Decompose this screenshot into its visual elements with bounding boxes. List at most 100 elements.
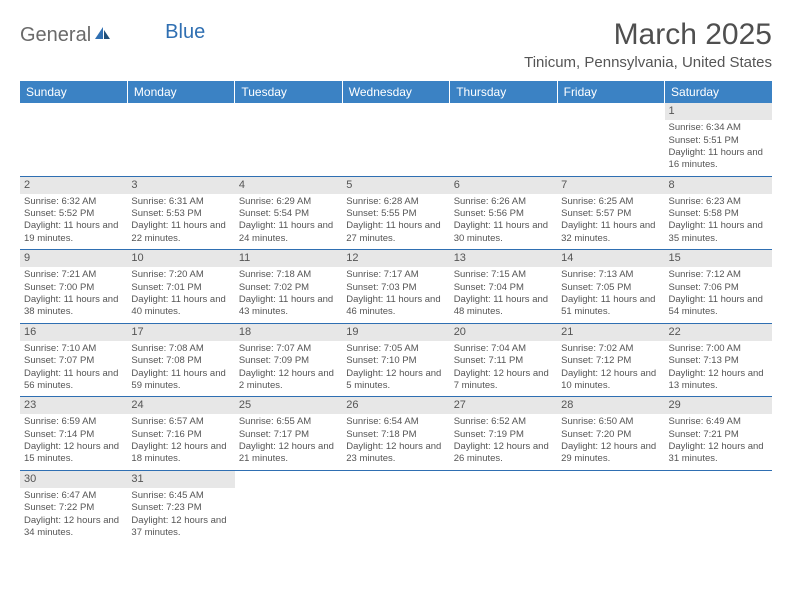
- day-number: 19: [342, 324, 449, 341]
- sunset-text: Sunset: 5:58 PM: [669, 208, 768, 220]
- sunset-text: Sunset: 5:51 PM: [669, 135, 768, 147]
- daylight-text: Daylight: 12 hours and 29 minutes.: [561, 441, 660, 466]
- sunrise-text: Sunrise: 6:45 AM: [131, 490, 230, 502]
- day-details: Sunrise: 6:25 AMSunset: 5:57 PMDaylight:…: [557, 194, 664, 249]
- sunset-text: Sunset: 7:17 PM: [239, 429, 338, 441]
- day-number: 30: [20, 471, 127, 488]
- title-block: March 2025 Tinicum, Pennsylvania, United…: [524, 18, 772, 77]
- sunrise-text: Sunrise: 6:47 AM: [24, 490, 123, 502]
- sunrise-text: Sunrise: 6:52 AM: [454, 416, 553, 428]
- day-cell: 22Sunrise: 7:00 AMSunset: 7:13 PMDayligh…: [665, 323, 772, 397]
- sunset-text: Sunset: 5:52 PM: [24, 208, 123, 220]
- sunrise-text: Sunrise: 6:50 AM: [561, 416, 660, 428]
- daylight-text: Daylight: 12 hours and 13 minutes.: [669, 368, 768, 393]
- day-number: 28: [557, 397, 664, 414]
- day-details: Sunrise: 6:34 AMSunset: 5:51 PMDaylight:…: [665, 120, 772, 175]
- day-cell: 20Sunrise: 7:04 AMSunset: 7:11 PMDayligh…: [450, 323, 557, 397]
- day-number: 14: [557, 250, 664, 267]
- sunrise-text: Sunrise: 6:34 AM: [669, 122, 768, 134]
- day-cell: 28Sunrise: 6:50 AMSunset: 7:20 PMDayligh…: [557, 397, 664, 471]
- day-number: 24: [127, 397, 234, 414]
- day-details: Sunrise: 6:49 AMSunset: 7:21 PMDaylight:…: [665, 414, 772, 469]
- sunset-text: Sunset: 7:09 PM: [239, 355, 338, 367]
- day-cell: 16Sunrise: 7:10 AMSunset: 7:07 PMDayligh…: [20, 323, 127, 397]
- week-row: 23Sunrise: 6:59 AMSunset: 7:14 PMDayligh…: [20, 397, 772, 471]
- week-row: 16Sunrise: 7:10 AMSunset: 7:07 PMDayligh…: [20, 323, 772, 397]
- sunrise-text: Sunrise: 6:49 AM: [669, 416, 768, 428]
- sunrise-text: Sunrise: 7:04 AM: [454, 343, 553, 355]
- weekday-header: Monday: [127, 81, 234, 103]
- day-details: Sunrise: 7:12 AMSunset: 7:06 PMDaylight:…: [665, 267, 772, 322]
- day-cell: [557, 470, 664, 543]
- sunrise-text: Sunrise: 6:32 AM: [24, 196, 123, 208]
- daylight-text: Daylight: 12 hours and 26 minutes.: [454, 441, 553, 466]
- day-cell: 15Sunrise: 7:12 AMSunset: 7:06 PMDayligh…: [665, 250, 772, 324]
- sunset-text: Sunset: 7:16 PM: [131, 429, 230, 441]
- day-cell: 4Sunrise: 6:29 AMSunset: 5:54 PMDaylight…: [235, 176, 342, 250]
- daylight-text: Daylight: 11 hours and 16 minutes.: [669, 147, 768, 172]
- daylight-text: Daylight: 12 hours and 5 minutes.: [346, 368, 445, 393]
- sunrise-text: Sunrise: 6:25 AM: [561, 196, 660, 208]
- daylight-text: Daylight: 11 hours and 19 minutes.: [24, 220, 123, 245]
- daylight-text: Daylight: 11 hours and 35 minutes.: [669, 220, 768, 245]
- day-cell: 27Sunrise: 6:52 AMSunset: 7:19 PMDayligh…: [450, 397, 557, 471]
- day-details: Sunrise: 7:00 AMSunset: 7:13 PMDaylight:…: [665, 341, 772, 396]
- sunrise-text: Sunrise: 6:29 AM: [239, 196, 338, 208]
- sunset-text: Sunset: 7:05 PM: [561, 282, 660, 294]
- sunrise-text: Sunrise: 7:18 AM: [239, 269, 338, 281]
- daylight-text: Daylight: 11 hours and 48 minutes.: [454, 294, 553, 319]
- day-number: 27: [450, 397, 557, 414]
- day-number: 17: [127, 324, 234, 341]
- day-number: 3: [127, 177, 234, 194]
- day-details: Sunrise: 6:47 AMSunset: 7:22 PMDaylight:…: [20, 488, 127, 543]
- sunset-text: Sunset: 5:55 PM: [346, 208, 445, 220]
- day-details: Sunrise: 7:02 AMSunset: 7:12 PMDaylight:…: [557, 341, 664, 396]
- daylight-text: Daylight: 12 hours and 31 minutes.: [669, 441, 768, 466]
- weekday-header: Wednesday: [342, 81, 449, 103]
- day-number: 20: [450, 324, 557, 341]
- day-number: 10: [127, 250, 234, 267]
- sunset-text: Sunset: 7:02 PM: [239, 282, 338, 294]
- day-cell: 21Sunrise: 7:02 AMSunset: 7:12 PMDayligh…: [557, 323, 664, 397]
- sunrise-text: Sunrise: 7:21 AM: [24, 269, 123, 281]
- weekday-header: Friday: [557, 81, 664, 103]
- daylight-text: Daylight: 11 hours and 51 minutes.: [561, 294, 660, 319]
- day-number: 31: [127, 471, 234, 488]
- daylight-text: Daylight: 11 hours and 40 minutes.: [131, 294, 230, 319]
- sunset-text: Sunset: 7:23 PM: [131, 502, 230, 514]
- day-cell: 9Sunrise: 7:21 AMSunset: 7:00 PMDaylight…: [20, 250, 127, 324]
- day-cell: [342, 470, 449, 543]
- day-cell: 13Sunrise: 7:15 AMSunset: 7:04 PMDayligh…: [450, 250, 557, 324]
- daylight-text: Daylight: 11 hours and 59 minutes.: [131, 368, 230, 393]
- calendar-body: 1Sunrise: 6:34 AMSunset: 5:51 PMDaylight…: [20, 103, 772, 543]
- day-details: Sunrise: 6:32 AMSunset: 5:52 PMDaylight:…: [20, 194, 127, 249]
- day-cell: 18Sunrise: 7:07 AMSunset: 7:09 PMDayligh…: [235, 323, 342, 397]
- sunrise-text: Sunrise: 6:28 AM: [346, 196, 445, 208]
- sunrise-text: Sunrise: 6:57 AM: [131, 416, 230, 428]
- day-details: Sunrise: 6:55 AMSunset: 7:17 PMDaylight:…: [235, 414, 342, 469]
- day-cell: 11Sunrise: 7:18 AMSunset: 7:02 PMDayligh…: [235, 250, 342, 324]
- day-cell: 6Sunrise: 6:26 AMSunset: 5:56 PMDaylight…: [450, 176, 557, 250]
- sunset-text: Sunset: 7:06 PM: [669, 282, 768, 294]
- day-cell: 24Sunrise: 6:57 AMSunset: 7:16 PMDayligh…: [127, 397, 234, 471]
- day-cell: 19Sunrise: 7:05 AMSunset: 7:10 PMDayligh…: [342, 323, 449, 397]
- weekday-header-row: SundayMondayTuesdayWednesdayThursdayFrid…: [20, 81, 772, 103]
- page-title: March 2025: [524, 18, 772, 52]
- weekday-header: Saturday: [665, 81, 772, 103]
- sunrise-text: Sunrise: 7:10 AM: [24, 343, 123, 355]
- sunset-text: Sunset: 5:53 PM: [131, 208, 230, 220]
- daylight-text: Daylight: 11 hours and 43 minutes.: [239, 294, 338, 319]
- sunrise-text: Sunrise: 7:12 AM: [669, 269, 768, 281]
- day-number: 23: [20, 397, 127, 414]
- day-details: Sunrise: 7:17 AMSunset: 7:03 PMDaylight:…: [342, 267, 449, 322]
- day-cell: 30Sunrise: 6:47 AMSunset: 7:22 PMDayligh…: [20, 470, 127, 543]
- sunrise-text: Sunrise: 7:15 AM: [454, 269, 553, 281]
- daylight-text: Daylight: 11 hours and 54 minutes.: [669, 294, 768, 319]
- sunset-text: Sunset: 7:21 PM: [669, 429, 768, 441]
- daylight-text: Daylight: 12 hours and 23 minutes.: [346, 441, 445, 466]
- sunset-text: Sunset: 5:56 PM: [454, 208, 553, 220]
- logo: General Blue: [20, 24, 205, 47]
- day-number: 16: [20, 324, 127, 341]
- sunrise-text: Sunrise: 6:54 AM: [346, 416, 445, 428]
- day-details: Sunrise: 7:13 AMSunset: 7:05 PMDaylight:…: [557, 267, 664, 322]
